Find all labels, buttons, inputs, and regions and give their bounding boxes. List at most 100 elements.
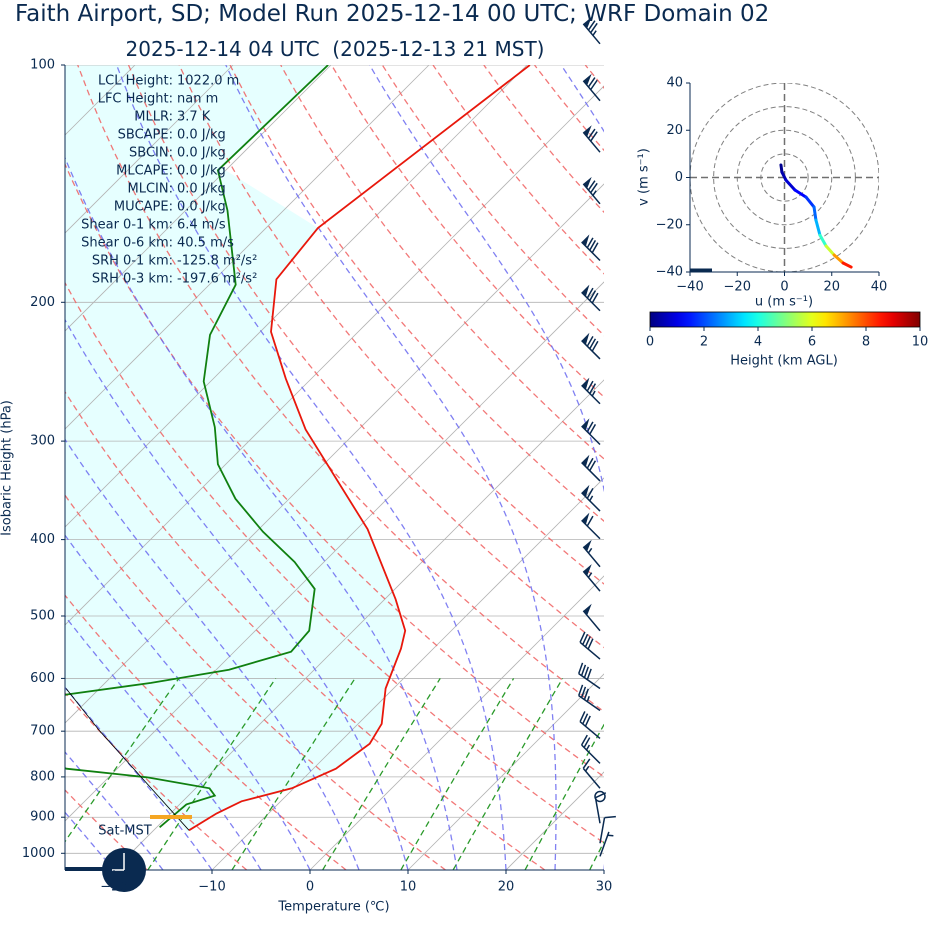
barb-feather (583, 666, 589, 678)
stat-label: LFC Height: (98, 92, 173, 107)
hodo-y-tick-label: 40 (666, 76, 683, 91)
barb-feather (580, 664, 587, 676)
barb-flag (581, 234, 590, 247)
wind-barb (581, 484, 601, 512)
isotherm (407, 673, 604, 870)
barb-feather (587, 20, 596, 31)
dry-adiabat (483, 65, 604, 214)
barb-half (592, 190, 597, 196)
dry-adiabat (687, 65, 928, 870)
y-tick-label: 400 (30, 532, 55, 547)
barb-feather (579, 631, 586, 643)
stat-label: MUCAPE: (114, 200, 173, 215)
stat-label: SBCIN: (129, 146, 173, 161)
barb-flag (581, 454, 590, 467)
colorbar-tick-label: 4 (754, 335, 762, 350)
stat-label: MLCAPE: (116, 164, 173, 179)
barb-half (591, 390, 596, 397)
barb-staff (579, 641, 601, 660)
barb-half (587, 572, 593, 578)
barb-half (584, 765, 590, 772)
barb-flag (583, 603, 592, 616)
barb-feather (591, 340, 599, 352)
mixing-ratio-line (65, 678, 180, 843)
barb-feather (582, 633, 589, 645)
dry-adiabat (280, 65, 604, 460)
barb-flag (583, 564, 592, 576)
barb-staff (578, 694, 601, 712)
wind-barb (581, 454, 601, 482)
wind-barb (582, 16, 601, 45)
barb-flag (583, 125, 592, 137)
barb-flag (581, 512, 590, 525)
barb-flag (581, 484, 590, 497)
colorbar-tick-label: 10 (912, 335, 928, 350)
mixing-ratio-line (524, 723, 604, 870)
barb-feather (586, 380, 594, 392)
barb-feather (583, 737, 591, 748)
isotherm (65, 85, 604, 626)
y-tick-label: 500 (30, 608, 55, 623)
dry-adiabat (65, 390, 546, 870)
stat-value: 0.0 J/kg (177, 200, 226, 215)
wind-barb (581, 332, 601, 360)
colorbar-tick-label: 2 (700, 335, 708, 350)
barb-feather (586, 237, 594, 249)
colorbar (649, 311, 921, 328)
hodo-x-tick-label: −40 (676, 280, 703, 295)
moist-adiabat (225, 65, 557, 870)
barb-feather (586, 488, 594, 499)
barb-flag (581, 418, 590, 431)
barb-feather (584, 636, 591, 648)
isotherm (113, 379, 604, 870)
barb-feather (590, 22, 598, 34)
dry-adiabat (65, 789, 148, 870)
barb-feather (595, 792, 607, 799)
barb-feather (589, 460, 597, 472)
stat-value: 0.0 J/kg (177, 164, 226, 179)
isotherm (603, 869, 604, 870)
barb-feather (586, 668, 592, 680)
mixing-ratio-line (637, 678, 734, 870)
barb-feather (582, 758, 591, 769)
hodo-y-label: v (m s⁻¹) (637, 148, 652, 206)
wind-barb (582, 73, 601, 102)
barb-flag (581, 377, 590, 390)
dry-adiabat (636, 65, 928, 870)
dry-adiabat (77, 65, 604, 713)
barb-feather (586, 457, 594, 469)
wind-barb (579, 711, 601, 740)
barb-feather (577, 684, 584, 696)
barb-staff (581, 384, 601, 405)
moist-adiabat (65, 156, 458, 870)
barb-feather (590, 79, 598, 91)
stat-value: 6.4 m/s (177, 218, 226, 233)
barb-feather (590, 182, 598, 194)
wind-barb (580, 734, 601, 764)
wind-barb (577, 662, 601, 690)
barb-feather (583, 688, 589, 700)
x-tick-label: 20 (498, 880, 515, 895)
barb-flag (583, 16, 592, 29)
hodo-segment (818, 233, 828, 248)
skewt-plot (65, 65, 928, 870)
stat-label: LCL Height: (98, 74, 173, 89)
hodo-y-tick-label: 20 (666, 123, 683, 138)
hodo-x-label: u (m s⁻¹) (755, 295, 813, 310)
stat-label: Shear 0-1 km: (81, 218, 173, 233)
barb-staff (599, 817, 606, 844)
barb-feather (604, 815, 616, 819)
hodo-segment (793, 188, 808, 199)
isotherm (65, 65, 430, 430)
wind-barb (582, 603, 601, 632)
hodograph-plot (690, 83, 879, 272)
stat-label: Shear 0-6 km: (81, 236, 173, 251)
stat-value: nan m (177, 92, 218, 107)
moist-adiabat (65, 438, 360, 870)
colorbar-tick-label: 0 (646, 335, 654, 350)
colorbar-label: Height (km AGL) (730, 354, 838, 369)
isotherm (309, 575, 604, 870)
barb-staff (581, 492, 601, 512)
isotherm (65, 65, 332, 332)
barb-feather (587, 180, 596, 191)
